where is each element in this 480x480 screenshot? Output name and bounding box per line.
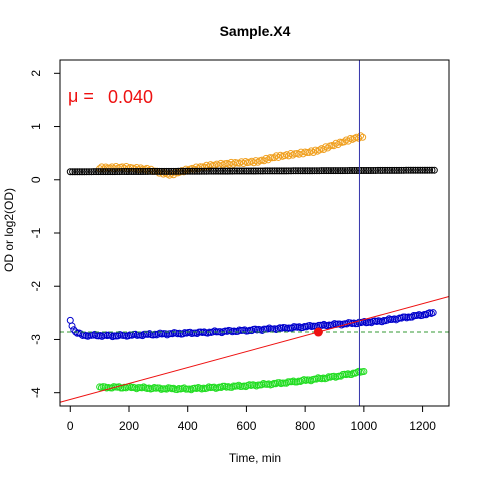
y-tick-label: -3 (29, 334, 43, 345)
x-tick-label: 800 (295, 419, 315, 433)
x-tick-label: 400 (178, 419, 198, 433)
fit-point (314, 328, 322, 336)
x-tick-label: 600 (236, 419, 256, 433)
y-tick-label: -2 (29, 281, 43, 292)
x-tick-label: 1200 (409, 419, 436, 433)
y-tick-label: 0 (29, 176, 43, 183)
x-axis-label: Time, min (229, 451, 281, 465)
y-tick-label: -4 (29, 387, 43, 398)
y-axis-label: OD or log2(OD) (2, 188, 16, 272)
growth-rate-label: μ = (68, 86, 94, 106)
y-tick-label: 2 (29, 70, 43, 77)
chart-title: Sample.X4 (220, 23, 291, 39)
x-tick-label: 200 (119, 419, 139, 433)
x-tick-label: 1000 (351, 419, 378, 433)
growth-rate-value: 0.040 (108, 87, 153, 107)
y-tick-label: 1 (29, 123, 43, 130)
x-tick-label: 0 (67, 419, 74, 433)
y-tick-label: -1 (29, 227, 43, 238)
